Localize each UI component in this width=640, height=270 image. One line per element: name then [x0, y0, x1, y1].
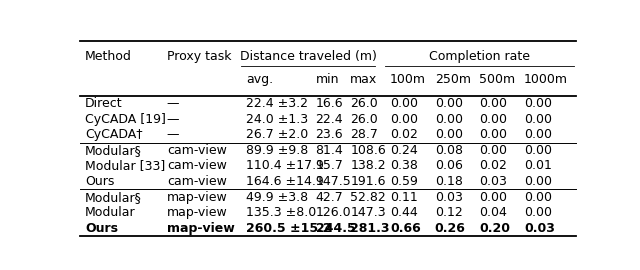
Text: 147.3: 147.3: [350, 206, 386, 219]
Text: 1000m: 1000m: [524, 73, 568, 86]
Text: 0.38: 0.38: [390, 160, 418, 173]
Text: 0.03: 0.03: [435, 191, 463, 204]
Text: 0.06: 0.06: [435, 160, 463, 173]
Text: avg.: avg.: [246, 73, 273, 86]
Text: 281.3: 281.3: [350, 222, 390, 235]
Text: 0.00: 0.00: [479, 128, 508, 141]
Text: 126.0: 126.0: [316, 206, 351, 219]
Text: 0.12: 0.12: [435, 206, 462, 219]
Text: Modular: Modular: [85, 206, 136, 219]
Text: 0.00: 0.00: [479, 191, 508, 204]
Text: map-view: map-view: [167, 191, 228, 204]
Text: 0.00: 0.00: [435, 113, 463, 126]
Text: cam-view: cam-view: [167, 144, 227, 157]
Text: Modular§: Modular§: [85, 191, 142, 204]
Text: Ours: Ours: [85, 222, 118, 235]
Text: 0.02: 0.02: [479, 160, 507, 173]
Text: Method: Method: [85, 50, 132, 63]
Text: —: —: [167, 113, 179, 126]
Text: 26.7 ±2.0: 26.7 ±2.0: [246, 128, 308, 141]
Text: 24.0 ±1.3: 24.0 ±1.3: [246, 113, 308, 126]
Text: 0.20: 0.20: [479, 222, 510, 235]
Text: 100m: 100m: [390, 73, 426, 86]
Text: 0.24: 0.24: [390, 144, 418, 157]
Text: 26.0: 26.0: [350, 113, 378, 126]
Text: 191.6: 191.6: [350, 175, 386, 188]
Text: 0.01: 0.01: [524, 160, 552, 173]
Text: 0.00: 0.00: [435, 128, 463, 141]
Text: 16.6: 16.6: [316, 97, 343, 110]
Text: 0.00: 0.00: [524, 128, 552, 141]
Text: map-view: map-view: [167, 222, 234, 235]
Text: Distance traveled (m): Distance traveled (m): [240, 50, 376, 63]
Text: 244.5: 244.5: [316, 222, 355, 235]
Text: 0.04: 0.04: [479, 206, 507, 219]
Text: 89.9 ±9.8: 89.9 ±9.8: [246, 144, 308, 157]
Text: 0.59: 0.59: [390, 175, 418, 188]
Text: 164.6 ±14.9: 164.6 ±14.9: [246, 175, 324, 188]
Text: —: —: [167, 128, 179, 141]
Text: 28.7: 28.7: [350, 128, 378, 141]
Text: Proxy task: Proxy task: [167, 50, 231, 63]
Text: —: —: [167, 97, 179, 110]
Text: 22.4 ±3.2: 22.4 ±3.2: [246, 97, 308, 110]
Text: 250m: 250m: [435, 73, 470, 86]
Text: 0.00: 0.00: [390, 113, 418, 126]
Text: Direct: Direct: [85, 97, 123, 110]
Text: Modular§: Modular§: [85, 144, 142, 157]
Text: 0.00: 0.00: [524, 175, 552, 188]
Text: 0.00: 0.00: [524, 113, 552, 126]
Text: 23.6: 23.6: [316, 128, 343, 141]
Text: 0.00: 0.00: [524, 191, 552, 204]
Text: 52.82: 52.82: [350, 191, 386, 204]
Text: 138.2: 138.2: [350, 160, 386, 173]
Text: 0.44: 0.44: [390, 206, 418, 219]
Text: 0.66: 0.66: [390, 222, 420, 235]
Text: 0.00: 0.00: [479, 97, 508, 110]
Text: 0.00: 0.00: [524, 206, 552, 219]
Text: 110.4 ±17.1: 110.4 ±17.1: [246, 160, 324, 173]
Text: 147.5: 147.5: [316, 175, 351, 188]
Text: 0.03: 0.03: [524, 222, 555, 235]
Text: 260.5 ±15.2: 260.5 ±15.2: [246, 222, 332, 235]
Text: cam-view: cam-view: [167, 175, 227, 188]
Text: 81.4: 81.4: [316, 144, 343, 157]
Text: 0.00: 0.00: [524, 97, 552, 110]
Text: map-view: map-view: [167, 206, 228, 219]
Text: min: min: [316, 73, 339, 86]
Text: 0.11: 0.11: [390, 191, 418, 204]
Text: Ours: Ours: [85, 175, 115, 188]
Text: 0.03: 0.03: [479, 175, 507, 188]
Text: 0.02: 0.02: [390, 128, 418, 141]
Text: 108.6: 108.6: [350, 144, 386, 157]
Text: CyCADA†: CyCADA†: [85, 128, 143, 141]
Text: 49.9 ±3.8: 49.9 ±3.8: [246, 191, 308, 204]
Text: 0.00: 0.00: [524, 144, 552, 157]
Text: 95.7: 95.7: [316, 160, 344, 173]
Text: 0.00: 0.00: [479, 144, 508, 157]
Text: Modular [33]: Modular [33]: [85, 160, 165, 173]
Text: 26.0: 26.0: [350, 97, 378, 110]
Text: 0.00: 0.00: [435, 97, 463, 110]
Text: max: max: [350, 73, 378, 86]
Text: 0.00: 0.00: [479, 113, 508, 126]
Text: 42.7: 42.7: [316, 191, 343, 204]
Text: 135.3 ±8.0: 135.3 ±8.0: [246, 206, 316, 219]
Text: 0.18: 0.18: [435, 175, 463, 188]
Text: 0.00: 0.00: [390, 97, 418, 110]
Text: Completion rate: Completion rate: [429, 50, 530, 63]
Text: 500m: 500m: [479, 73, 515, 86]
Text: 22.4: 22.4: [316, 113, 343, 126]
Text: cam-view: cam-view: [167, 160, 227, 173]
Text: 0.08: 0.08: [435, 144, 463, 157]
Text: CyCADA [19]: CyCADA [19]: [85, 113, 166, 126]
Text: 0.26: 0.26: [435, 222, 465, 235]
